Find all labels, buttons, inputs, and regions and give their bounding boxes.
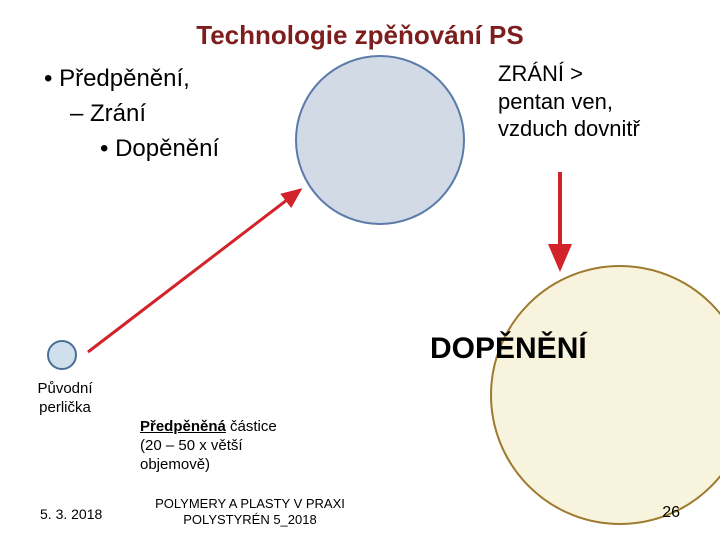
arrow-small-to-center: [88, 190, 300, 352]
zrani-line2: pentan ven,: [498, 89, 613, 114]
circle-big-center: [295, 55, 465, 225]
orig-line2: perlička: [39, 399, 91, 416]
predpenena-rest: částice: [226, 418, 277, 435]
circle-big-right: [490, 265, 720, 525]
bullet-dopeneni: • Dopěnění: [100, 132, 219, 167]
circle-small-original: [47, 340, 77, 370]
bullet-predpeneni: • Předpěnění,: [44, 62, 219, 97]
slide-stage: Technologie zpěňování PS • Předpěnění, –…: [0, 0, 720, 540]
footer-date: 5. 3. 2018: [40, 506, 102, 522]
predpenena-strong: Předpěněná: [140, 418, 226, 435]
footer-page: 26: [662, 504, 680, 522]
predpenena-label: Předpěněná částice (20 – 50 x větší obje…: [140, 418, 320, 474]
predpenena-line3: objemově): [140, 456, 210, 473]
zrani-text: ZRÁNÍ > pentan ven, vzduch dovnitř: [498, 60, 708, 143]
bullets: • Předpěnění, – Zrání • Dopěnění: [44, 62, 219, 166]
original-perlicka-label: Původní perlička: [30, 380, 100, 418]
dopeneni-label: DOPĚNĚNÍ: [430, 332, 587, 366]
bullet-zrani: – Zrání: [70, 97, 219, 132]
zrani-rest: >: [564, 61, 583, 86]
zrani-strong: ZRÁNÍ: [498, 61, 564, 86]
predpenena-line2: (20 – 50 x větší: [140, 437, 243, 454]
footer-mid-line2: POLYSTYRÉN 5_2018: [183, 512, 316, 527]
footer-mid: POLYMERY A PLASTY V PRAXI POLYSTYRÉN 5_2…: [140, 496, 360, 529]
orig-line1: Původní: [37, 380, 92, 397]
slide-title: Technologie zpěňování PS: [0, 20, 720, 51]
footer-mid-line1: POLYMERY A PLASTY V PRAXI: [155, 496, 345, 511]
zrani-line3: vzduch dovnitř: [498, 116, 640, 141]
